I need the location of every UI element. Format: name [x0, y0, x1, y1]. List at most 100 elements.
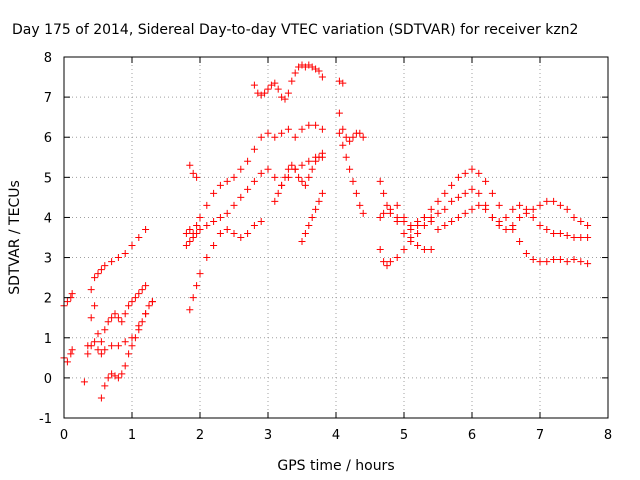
data-point: [128, 298, 136, 306]
data-point: [448, 217, 456, 225]
data-point: [577, 234, 585, 241]
data-point: [376, 213, 384, 221]
data-series: [87, 225, 150, 294]
data-point: [468, 165, 476, 173]
data-point: [312, 205, 320, 213]
data-point: [87, 314, 95, 322]
data-point: [522, 209, 530, 217]
data-point: [189, 169, 197, 177]
data-point: [475, 169, 483, 177]
data-point: [495, 201, 503, 209]
data-point: [138, 286, 146, 294]
x-tick-label: 6: [468, 428, 476, 443]
data-point: [142, 282, 150, 290]
data-point: [182, 242, 190, 250]
y-tick-label: 0: [44, 372, 52, 387]
data-point: [305, 221, 313, 229]
y-tick-label: -1: [39, 412, 52, 427]
data-point: [383, 262, 391, 270]
data-point: [135, 234, 143, 241]
data-point: [264, 165, 272, 173]
x-tick-label: 5: [400, 428, 408, 443]
data-point: [196, 270, 204, 278]
data-point: [427, 205, 435, 213]
data-point: [393, 254, 401, 262]
data-point: [308, 213, 316, 221]
x-tick-label: 7: [536, 428, 544, 443]
data-point: [121, 362, 129, 370]
data-point: [91, 302, 99, 310]
data-point: [359, 209, 367, 217]
data-point: [556, 229, 564, 237]
data-point: [216, 181, 224, 189]
data-point: [536, 221, 544, 229]
data-point: [210, 189, 218, 197]
data-point: [186, 306, 194, 314]
data-point: [145, 302, 153, 310]
data-point: [434, 197, 442, 205]
data-point: [563, 231, 571, 239]
data-point: [104, 318, 112, 326]
data-point: [312, 157, 320, 165]
data-point: [516, 213, 524, 221]
data-point: [407, 225, 415, 233]
y-tick-label: 8: [44, 51, 52, 66]
data-point: [94, 346, 102, 354]
data-point: [305, 157, 313, 165]
data-point: [101, 382, 109, 390]
y-tick-label: 6: [44, 131, 52, 146]
data-point: [563, 258, 571, 266]
data-point: [420, 213, 428, 221]
data-point: [125, 350, 133, 358]
data-point: [318, 73, 326, 81]
data-point: [461, 209, 469, 217]
data-point: [142, 225, 150, 233]
data-point: [121, 310, 129, 318]
data-point: [68, 290, 76, 298]
data-point: [288, 77, 296, 85]
data-point: [91, 274, 99, 282]
data-point: [577, 258, 585, 266]
data-point: [380, 189, 388, 197]
data-point: [488, 189, 496, 197]
data-point: [118, 318, 126, 326]
data-point: [349, 133, 357, 141]
data-point: [414, 221, 422, 229]
data-point: [359, 133, 367, 141]
data-point: [193, 229, 201, 237]
data-point: [97, 338, 105, 346]
data-series: [182, 149, 326, 250]
data-point: [101, 346, 109, 354]
data-point: [278, 181, 286, 189]
y-tick-label: 5: [44, 171, 52, 186]
data-point: [250, 145, 258, 153]
data-series: [186, 217, 265, 314]
data-point: [536, 201, 544, 209]
data-point: [216, 213, 224, 221]
data-point: [301, 229, 309, 237]
data-point: [182, 229, 190, 237]
data-series: [182, 121, 326, 237]
data-point: [291, 69, 299, 77]
data-series: [335, 77, 347, 87]
data-point: [516, 201, 524, 209]
data-point: [281, 173, 289, 181]
data-point: [386, 258, 394, 266]
data-point: [274, 189, 282, 197]
data-point: [454, 193, 462, 201]
data-point: [318, 125, 326, 133]
data-point: [536, 258, 544, 266]
data-point: [223, 225, 231, 233]
data-point: [414, 242, 422, 250]
data-point: [271, 197, 279, 205]
data-point: [315, 67, 323, 75]
data-point: [97, 266, 105, 274]
data-point: [308, 165, 316, 173]
data-point: [135, 326, 143, 334]
data-series: [80, 298, 156, 386]
data-point: [312, 121, 320, 129]
data-point: [427, 246, 435, 254]
data-point: [94, 330, 102, 338]
chart-title: Day 175 of 2014, Sidereal Day-to-day VTE…: [12, 22, 578, 38]
x-tick-label: 2: [196, 428, 204, 443]
